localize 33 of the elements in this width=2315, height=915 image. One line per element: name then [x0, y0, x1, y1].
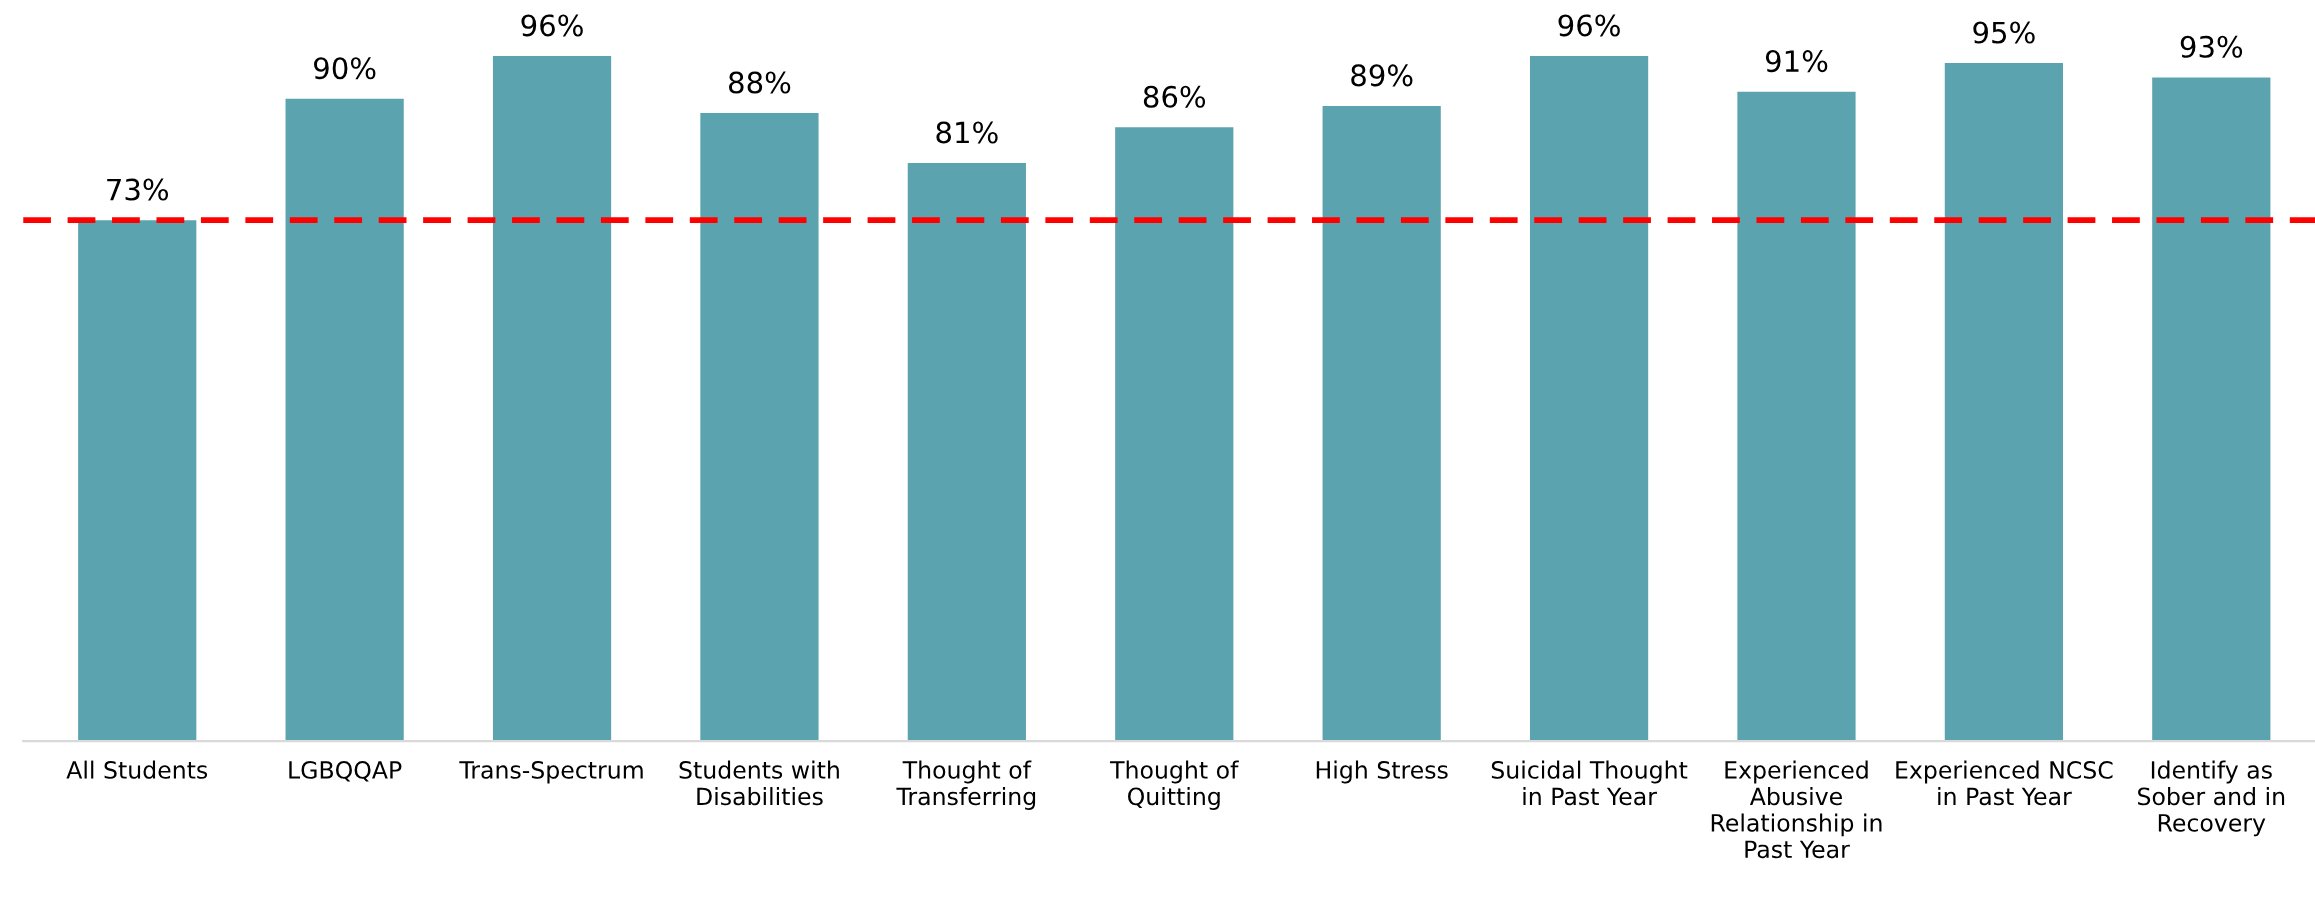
bar: [700, 113, 819, 742]
data-label: 95%: [1973, 21, 2035, 44]
data-label: 81%: [936, 121, 998, 144]
bar: [1529, 55, 1649, 742]
bar: [285, 98, 404, 742]
x-tick-label: Students with Disabilities: [679, 760, 839, 806]
x-tick-label: Experienced NCSC in Past Year: [1896, 760, 2113, 806]
data-label: 96%: [521, 14, 583, 37]
data-label: 90%: [314, 57, 376, 80]
data-label: 86%: [1143, 85, 1206, 108]
x-tick-label: Thought of Quitting: [1110, 760, 1239, 810]
x-tick-label: LGBQQAP: [289, 761, 402, 782]
bar: [1322, 105, 1441, 742]
x-tick-label: All Students: [66, 760, 208, 779]
x-tick-label: Thought of Transferring: [896, 760, 1036, 810]
bar: [492, 55, 612, 742]
data-label: 73%: [107, 178, 169, 201]
data-label: 88%: [729, 71, 791, 94]
bar: [78, 220, 197, 742]
x-tick-label: High Stress: [1316, 760, 1448, 784]
x-tick-label: Identify as Sober and in Recovery: [2138, 760, 2285, 837]
bar: [2152, 77, 2271, 742]
data-label: 93%: [2180, 35, 2243, 58]
bar: [907, 163, 1026, 742]
data-label: 96%: [1558, 14, 1620, 37]
data-label: 89%: [1351, 64, 1413, 87]
x-tick-label: Trans-Spectrum: [459, 761, 643, 784]
x-tick-label: Suicidal Thought in Past Year: [1491, 760, 1688, 806]
bar: [1737, 91, 1856, 742]
x-tick-label: Experienced Abusive Relationship in Past Year: [1711, 760, 1882, 859]
bar: [1115, 127, 1234, 742]
data-label: 91%: [1765, 50, 1828, 73]
bar: [1944, 63, 2063, 742]
